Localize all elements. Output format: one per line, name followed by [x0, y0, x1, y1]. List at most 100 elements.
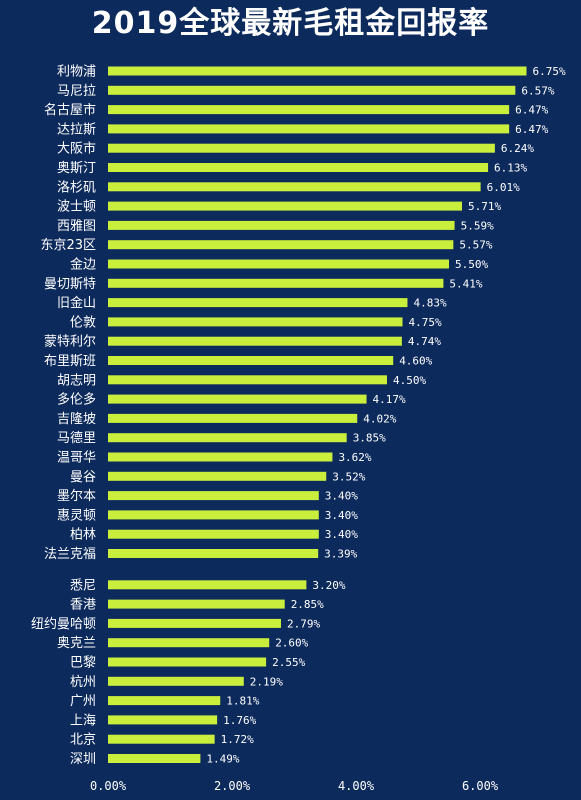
- bar: [108, 143, 495, 153]
- value-label: 6.01%: [487, 181, 520, 194]
- value-label: 3.40%: [325, 509, 358, 522]
- category-label: 金边: [70, 257, 96, 273]
- value-label: 1.72%: [221, 733, 254, 746]
- value-label: 1.49%: [206, 753, 239, 766]
- category-label: 达拉斯: [57, 122, 96, 137]
- category-label: 西雅图: [57, 219, 96, 234]
- value-label: 5.57%: [459, 239, 492, 252]
- bar: [108, 317, 403, 327]
- bar: [108, 754, 201, 763]
- value-label: 3.52%: [332, 470, 365, 483]
- category-label: 巴黎: [70, 656, 96, 671]
- category-label: 马德里: [57, 431, 96, 446]
- category-label: 洛杉矶: [57, 180, 96, 195]
- bar: [108, 124, 510, 134]
- bar: [108, 163, 489, 172]
- chart-title: 2019全球最新毛租金回报率: [91, 6, 490, 41]
- bar: [108, 638, 270, 648]
- category-label: 名古屋市: [44, 102, 96, 118]
- category-label: 墨尔本: [57, 489, 96, 504]
- category-label: 胡志明: [57, 373, 96, 388]
- category-label: 悉尼: [70, 578, 96, 593]
- bar: [108, 676, 244, 686]
- bar: [108, 105, 510, 115]
- bar: [108, 394, 367, 404]
- value-label: 2.19%: [250, 675, 283, 688]
- category-label: 多伦多: [57, 392, 96, 408]
- bar: [108, 549, 319, 558]
- bar: [108, 278, 444, 288]
- bar: [108, 657, 267, 667]
- category-label: 东京23区: [40, 238, 96, 253]
- value-label: 2.79%: [287, 617, 320, 630]
- value-label: 4.02%: [363, 412, 396, 425]
- bar: [108, 580, 307, 590]
- value-label: 6.75%: [533, 65, 566, 78]
- category-label: 深圳: [70, 752, 96, 767]
- x-tick-label: 2.00%: [214, 779, 251, 793]
- category-label: 广州: [70, 694, 96, 709]
- value-label: 3.39%: [324, 548, 357, 561]
- bar: [108, 696, 221, 706]
- x-tick-label: 0.00%: [90, 779, 127, 793]
- category-label: 温哥华: [57, 451, 96, 466]
- bar: [108, 240, 454, 250]
- value-label: 4.74%: [408, 335, 441, 348]
- bar: [108, 220, 455, 230]
- category-label: 波士顿: [57, 200, 96, 215]
- bar: [108, 413, 358, 423]
- category-label: 法兰克福: [44, 547, 96, 562]
- value-label: 4.17%: [373, 393, 406, 406]
- x-tick-label: 6.00%: [462, 779, 499, 793]
- value-label: 6.47%: [515, 123, 548, 136]
- bar: [108, 491, 319, 501]
- category-label: 曼谷: [70, 470, 96, 485]
- value-label: 3.85%: [353, 432, 386, 445]
- value-label: 2.55%: [272, 656, 305, 669]
- bar: [108, 471, 327, 481]
- bar: [108, 182, 481, 192]
- category-label: 吉隆坡: [57, 412, 96, 427]
- value-label: 6.13%: [494, 162, 527, 175]
- category-label: 北京: [70, 733, 96, 748]
- x-tick-label: 4.00%: [338, 779, 375, 793]
- value-label: 6.24%: [501, 142, 534, 155]
- category-label: 纽约曼哈顿: [31, 617, 96, 632]
- bar: [108, 734, 215, 744]
- value-label: 2.85%: [291, 598, 324, 611]
- category-label: 旧金山: [57, 295, 96, 311]
- value-label: 3.62%: [338, 451, 371, 464]
- bar: [108, 66, 527, 76]
- value-label: 4.60%: [399, 355, 432, 368]
- bar: [108, 510, 319, 520]
- value-label: 5.59%: [461, 219, 494, 232]
- bar: [108, 529, 319, 539]
- value-label: 5.50%: [455, 258, 488, 271]
- bar: [108, 433, 347, 443]
- value-label: 5.41%: [449, 277, 482, 290]
- bar: [108, 452, 333, 462]
- value-label: 4.75%: [409, 316, 442, 329]
- value-label: 4.50%: [393, 374, 426, 387]
- bar: [108, 336, 402, 346]
- category-label: 柏林: [70, 528, 96, 543]
- bar: [108, 201, 463, 211]
- category-label: 布里斯班: [44, 354, 96, 369]
- value-label: 1.76%: [223, 714, 256, 727]
- category-label: 马尼拉: [57, 84, 96, 99]
- category-label: 上海: [70, 713, 96, 728]
- category-label: 惠灵顿: [57, 508, 96, 523]
- category-label: 杭州: [70, 675, 96, 690]
- category-label: 奥克兰: [57, 636, 96, 651]
- bar: [108, 259, 449, 269]
- bar: [108, 618, 281, 628]
- value-label: 2.60%: [275, 637, 308, 650]
- bar: [108, 85, 516, 95]
- value-label: 4.83%: [413, 297, 446, 310]
- value-label: 3.40%: [325, 528, 358, 541]
- category-label: 伦敦: [70, 314, 96, 330]
- bar: [108, 356, 394, 365]
- bar: [108, 715, 218, 725]
